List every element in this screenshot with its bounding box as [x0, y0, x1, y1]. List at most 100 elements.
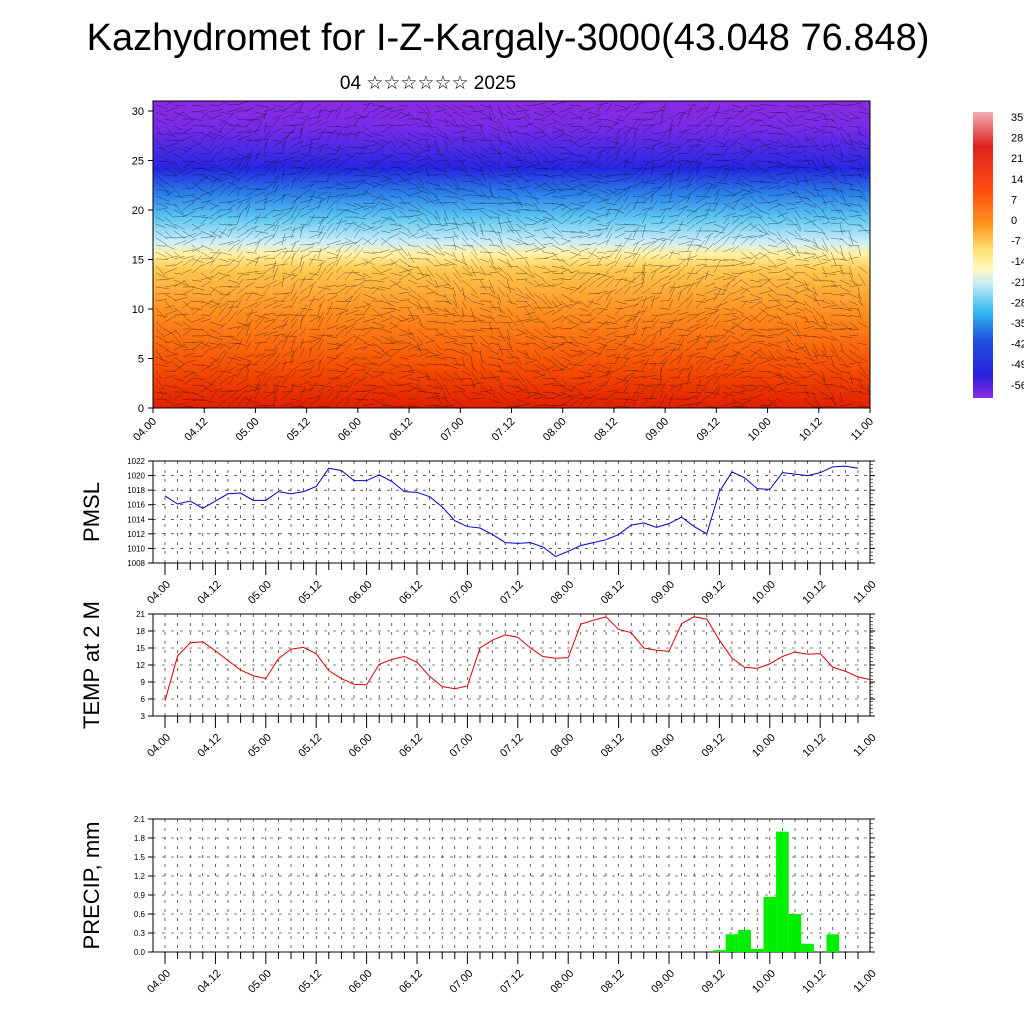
- wind-vector: [857, 223, 869, 234]
- wind-vector: [398, 299, 410, 302]
- wind-vector: [443, 223, 458, 225]
- wind-vector: [515, 398, 530, 405]
- wind-vector: [704, 340, 716, 344]
- wind-vector: [749, 146, 759, 155]
- wind-vector: [371, 207, 384, 218]
- wind-vector: [506, 202, 522, 204]
- wind-vector: [578, 181, 588, 188]
- wind-vector: [722, 117, 734, 120]
- wind-vector: [155, 335, 168, 343]
- wind-vector: [632, 118, 647, 121]
- wind-vector: [848, 181, 854, 191]
- wind-vector: [434, 272, 444, 281]
- wind-vector: [524, 146, 534, 156]
- wind-vector: [533, 403, 549, 407]
- wind-vector: [200, 146, 211, 152]
- wind-vector: [740, 356, 751, 362]
- wind-vector: [587, 136, 597, 141]
- wind-vector: [695, 195, 711, 198]
- wind-vector: [785, 363, 799, 369]
- x-tick-label: 05.00: [246, 968, 274, 996]
- wind-vector: [254, 332, 268, 337]
- wind-vector: [245, 251, 257, 254]
- wind-vector: [686, 252, 691, 267]
- wind-vector: [245, 241, 259, 246]
- wind-vector: [686, 166, 695, 176]
- wind-vector: [704, 312, 714, 323]
- wind-vector: [335, 181, 349, 188]
- wind-vector: [560, 168, 572, 176]
- wind-vector: [848, 334, 859, 337]
- wind-vector: [308, 395, 321, 400]
- wind-vector: [659, 131, 667, 141]
- wind-vector: [209, 342, 220, 345]
- wind-vector: [308, 254, 317, 267]
- wind-vector: [713, 236, 725, 246]
- wind-vector: [308, 397, 321, 407]
- wind-vector: [407, 279, 417, 285]
- wind-vector: [380, 384, 388, 392]
- wind-vector: [695, 147, 706, 155]
- wind-vector: [605, 391, 617, 400]
- wind-vector: [623, 382, 630, 393]
- wind-vector: [353, 179, 366, 183]
- wind-vector: [209, 375, 220, 386]
- wind-vector: [695, 311, 706, 316]
- wind-vector: [641, 334, 651, 344]
- wind-vector: [488, 307, 499, 309]
- wind-vector: [686, 215, 698, 225]
- wind-vector: [299, 294, 310, 302]
- wind-vector: [803, 256, 815, 260]
- wind-vector: [335, 363, 350, 370]
- wind-vector: [389, 377, 401, 387]
- wind-vector: [497, 293, 502, 304]
- wind-vector: [461, 349, 472, 358]
- wind-vector: [596, 345, 607, 358]
- wind-vector: [200, 199, 213, 204]
- wind-vector: [218, 223, 233, 226]
- wind-vector: [749, 168, 757, 176]
- wind-vector: [758, 384, 772, 389]
- wind-vector: [272, 173, 280, 183]
- wind-vector: [839, 209, 848, 221]
- wind-vector: [461, 328, 477, 333]
- wind-vector: [740, 118, 752, 127]
- wind-vector: [614, 104, 626, 108]
- wind-vector: [362, 279, 373, 282]
- wind-vector: [389, 146, 398, 154]
- wind-vector: [740, 327, 754, 337]
- wind-vector: [785, 169, 799, 176]
- wind-vector: [533, 146, 543, 156]
- wind-vector: [209, 204, 219, 211]
- wind-vector: [362, 188, 370, 197]
- wind-vector: [659, 253, 669, 260]
- wind-vector: [524, 360, 535, 365]
- wind-vector: [488, 391, 499, 400]
- wind-vector: [731, 181, 745, 186]
- wind-vector: [632, 179, 644, 190]
- wind-vector: [389, 321, 399, 329]
- wind-vector: [524, 179, 536, 183]
- wind-vector: [542, 209, 555, 218]
- wind-vector: [587, 216, 600, 222]
- wind-vector: [506, 179, 518, 183]
- wind-vector: [335, 325, 346, 330]
- wind-vector: [317, 405, 330, 408]
- wind-vector: [200, 377, 213, 386]
- wind-vector: [299, 163, 307, 176]
- wind-vector: [164, 188, 171, 197]
- x-tick-label: 07.00: [448, 732, 476, 760]
- wind-vector: [767, 333, 778, 337]
- wind-vector: [443, 321, 456, 325]
- wind-vector: [704, 153, 720, 156]
- wind-vector: [416, 363, 426, 367]
- wind-vector: [623, 210, 632, 218]
- wind-vector: [515, 257, 529, 260]
- wind-vector: [803, 370, 815, 373]
- wind-vector: [578, 129, 590, 134]
- wind-vector: [416, 132, 427, 137]
- wind-vector: [596, 251, 607, 254]
- colorbar-label: 0: [1011, 215, 1017, 227]
- wind-vector: [173, 223, 185, 230]
- wind-vector: [686, 326, 699, 337]
